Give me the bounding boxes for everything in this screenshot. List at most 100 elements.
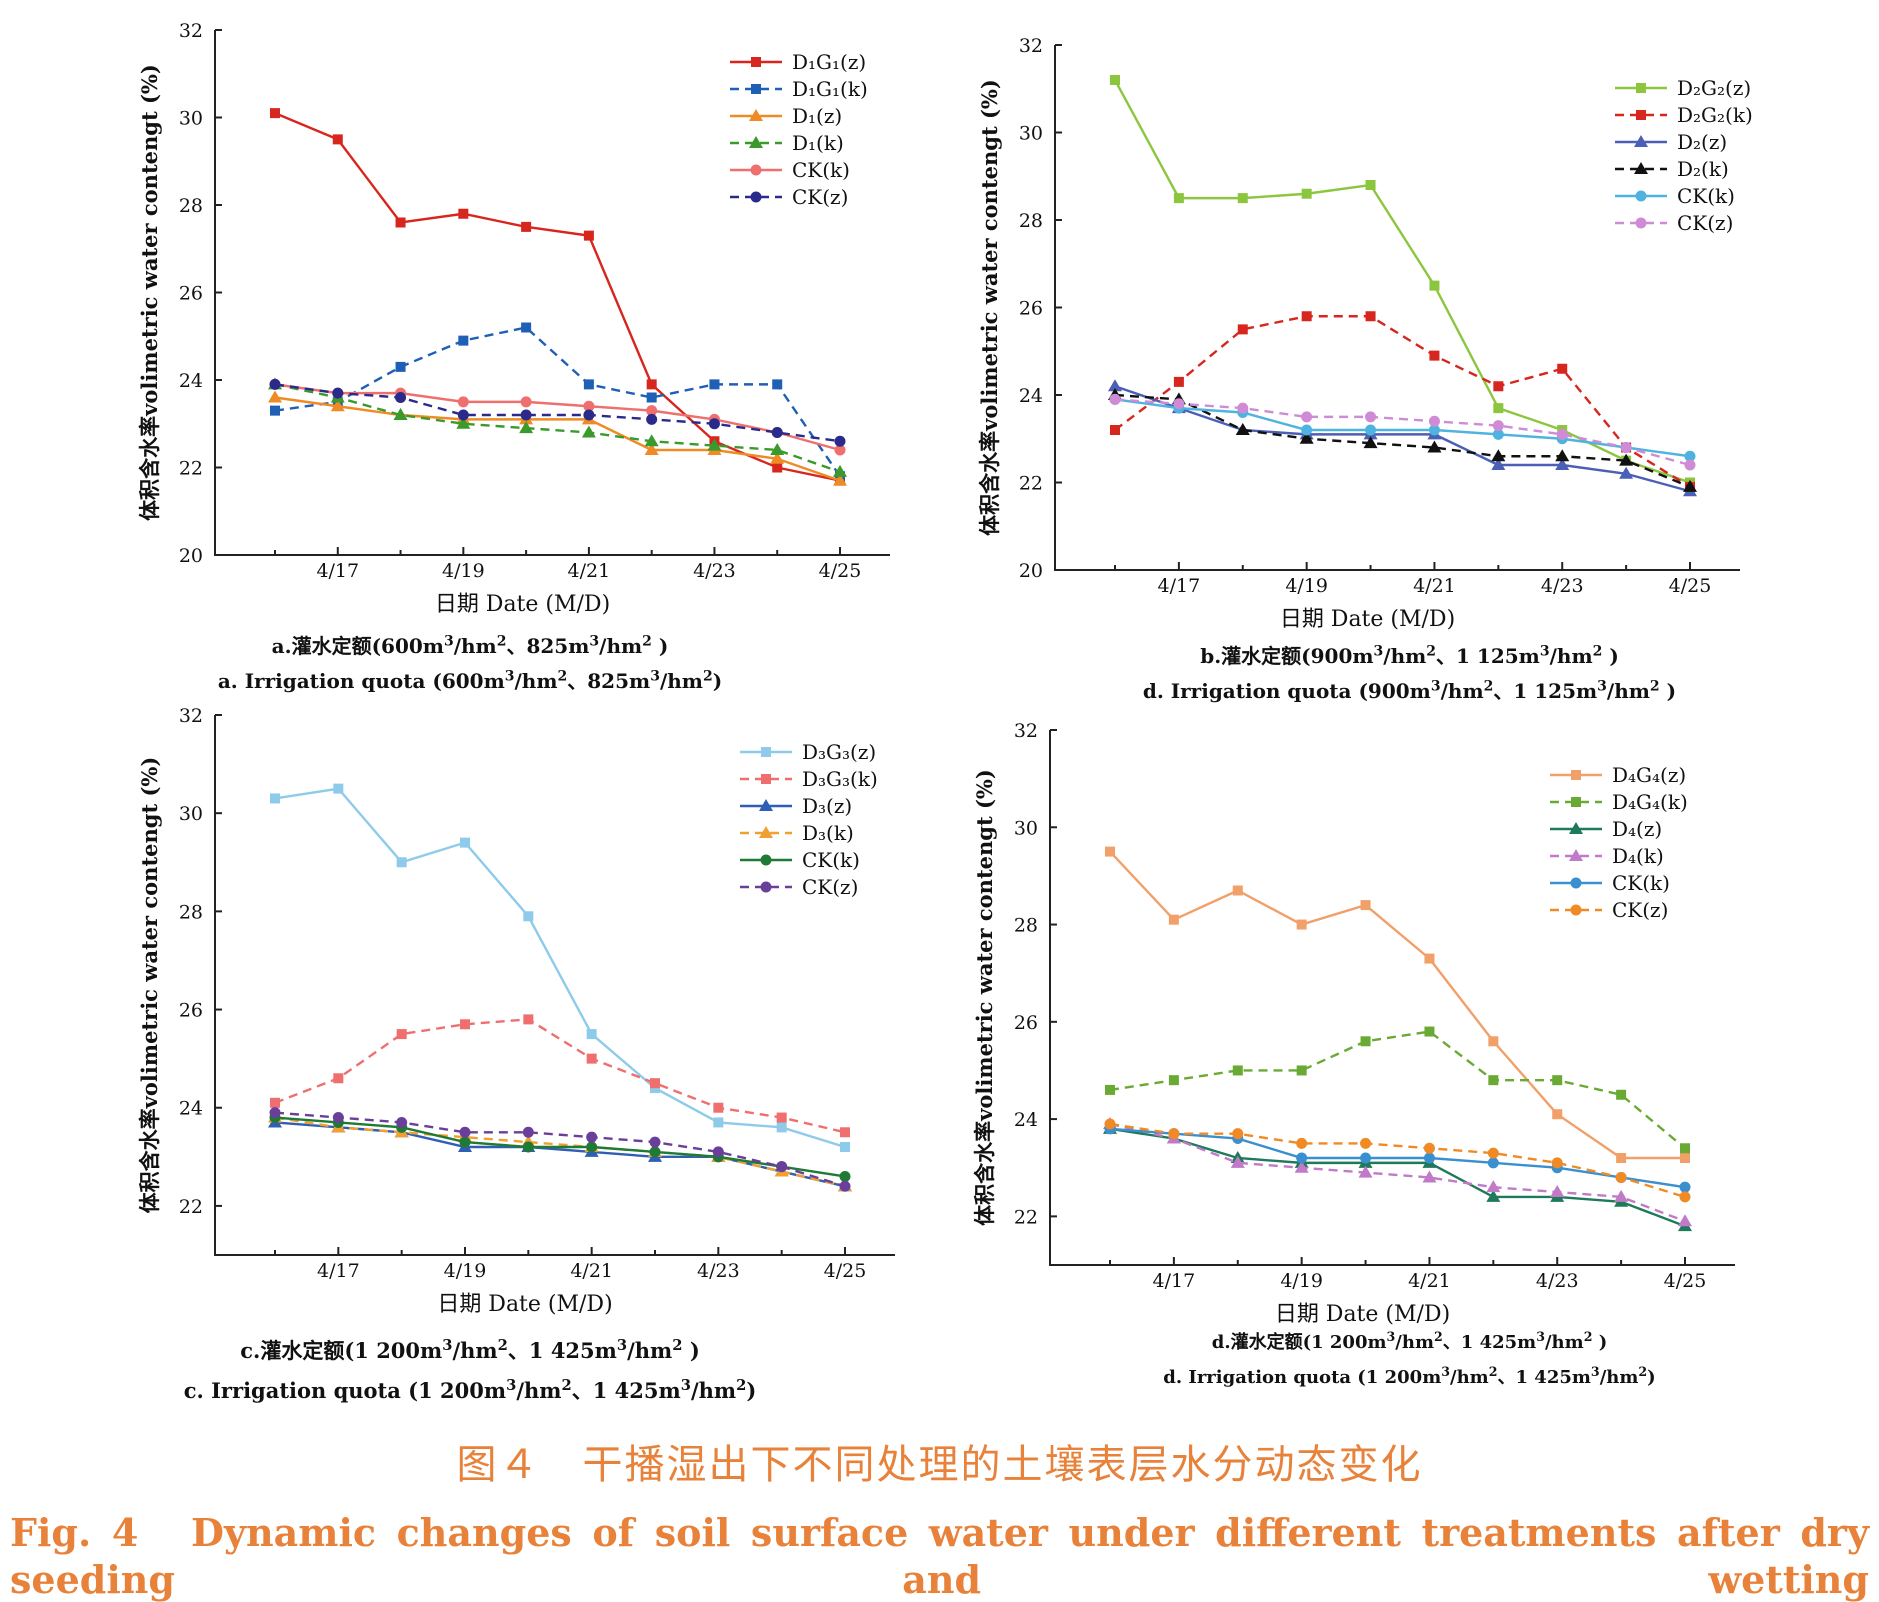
data-point bbox=[1301, 311, 1312, 322]
legend-marker bbox=[749, 136, 763, 148]
legend-label: CK(k) bbox=[792, 158, 850, 182]
data-point bbox=[1424, 953, 1435, 964]
data-point bbox=[523, 1014, 534, 1025]
x-tick-label: 4/25 bbox=[1664, 1270, 1707, 1292]
y-tick-label: 26 bbox=[1014, 1012, 1038, 1034]
data-point bbox=[644, 434, 659, 447]
legend-label: CK(z) bbox=[792, 185, 848, 209]
data-point bbox=[713, 1102, 724, 1113]
x-tick-label: 4/23 bbox=[1541, 575, 1584, 597]
chart-svg: 22 24 26 28 30 32 4/17 4/19 4/21 4/23 4/25 体积含水率vol… bbox=[137, 705, 895, 1317]
y-tick-label: 26 bbox=[179, 283, 203, 305]
data-point bbox=[1296, 1065, 1307, 1076]
data-point bbox=[1299, 431, 1314, 444]
y-tick-label: 32 bbox=[179, 705, 203, 727]
y-tick-label: 24 bbox=[179, 370, 203, 392]
data-point bbox=[1360, 900, 1371, 911]
data-point bbox=[1679, 1181, 1691, 1193]
data-point bbox=[776, 1112, 787, 1123]
axes bbox=[214, 30, 890, 556]
axes bbox=[1049, 730, 1735, 1266]
data-point bbox=[393, 408, 408, 420]
data-point bbox=[395, 361, 406, 372]
data-point bbox=[707, 438, 722, 451]
data-point bbox=[1363, 436, 1378, 449]
legend-label: D₄G₄(k) bbox=[1612, 790, 1688, 814]
chart-svg: 22 24 26 28 30 32 4/17 4/19 4/21 4/23 4/25 体积含水率vol… bbox=[972, 720, 1735, 1327]
data-point bbox=[457, 409, 469, 421]
data-point bbox=[709, 379, 720, 390]
data-point bbox=[644, 443, 659, 455]
data-point bbox=[459, 1136, 471, 1148]
chart-panel-d: 22 24 26 28 30 32 4/17 4/19 4/21 4/23 4/25 体积含水率vol… bbox=[940, 700, 1879, 1420]
y-tick-label: 22 bbox=[179, 458, 203, 480]
series-1 bbox=[1105, 1026, 1690, 1154]
legend-label: D₂(z) bbox=[1677, 130, 1727, 154]
series-5 bbox=[1109, 393, 1696, 471]
legend-entry: D₂(k) bbox=[1615, 157, 1729, 181]
data-point bbox=[646, 392, 657, 403]
series-line bbox=[274, 383, 841, 452]
data-point bbox=[1550, 1185, 1565, 1198]
series-line bbox=[1114, 315, 1691, 488]
panel-caption-chinese: b.灌水定额(900m3/hm2、1 125m3/hm2 ) bbox=[1200, 643, 1619, 668]
legend-marker bbox=[1634, 135, 1648, 147]
x-tick-label: 4/19 bbox=[442, 560, 485, 582]
data-point bbox=[586, 1131, 598, 1143]
data-point bbox=[1619, 453, 1634, 466]
data-point bbox=[586, 1141, 598, 1153]
y-axis-label: 体积含水率volimetric water contengt (%) bbox=[137, 757, 162, 1214]
series-line bbox=[1114, 398, 1691, 458]
chart-svg: 20 22 24 26 28 30 32 4/17 4/19 4/21 4/23 4/25 体积含水率v… bbox=[137, 20, 890, 617]
data-point bbox=[1173, 398, 1185, 410]
y-axis-label: 体积含水率volimetric water contengt (%) bbox=[137, 64, 162, 521]
legend-label: D₂G₂(z) bbox=[1677, 76, 1751, 100]
data-point bbox=[771, 427, 783, 438]
data-point bbox=[1616, 1089, 1627, 1100]
data-point bbox=[1301, 424, 1313, 436]
data-point bbox=[332, 134, 343, 145]
data-point bbox=[772, 462, 783, 473]
data-point bbox=[708, 418, 720, 430]
legend-label: CK(z) bbox=[1677, 211, 1733, 235]
data-point bbox=[646, 405, 658, 417]
data-point bbox=[1428, 415, 1440, 427]
figure-title-english: Fig. 4 Dynamic changes of soil surface w… bbox=[10, 1510, 1869, 1602]
data-point bbox=[646, 379, 657, 390]
series-line bbox=[274, 383, 841, 443]
series-line bbox=[274, 787, 846, 1149]
y-tick-label: 22 bbox=[1019, 473, 1043, 495]
x-axis-label: 日期 Date (M/D) bbox=[437, 1292, 612, 1317]
data-point bbox=[1235, 423, 1250, 435]
legend-label: D₄(z) bbox=[1612, 817, 1662, 841]
panel-caption-english: d. Irrigation quota (1 200m3/hm2、1 425m3… bbox=[1163, 1364, 1656, 1388]
data-point bbox=[1679, 1191, 1691, 1203]
y-tick-label: 30 bbox=[1014, 817, 1038, 839]
data-point bbox=[1555, 449, 1570, 462]
data-point bbox=[460, 1019, 470, 1030]
legend-marker bbox=[1571, 797, 1581, 807]
series-line bbox=[1113, 79, 1691, 484]
data-point bbox=[1422, 1170, 1437, 1183]
axes bbox=[1054, 45, 1740, 571]
legend-entry: CK(k) bbox=[1615, 184, 1735, 208]
y-tick-label: 26 bbox=[1019, 298, 1043, 320]
legend-marker bbox=[750, 191, 762, 203]
y-tick-label: 30 bbox=[1019, 123, 1043, 145]
data-point bbox=[1555, 458, 1570, 470]
data-point bbox=[523, 911, 534, 922]
series-2 bbox=[1108, 379, 1697, 497]
data-point bbox=[840, 1127, 850, 1138]
legend-marker bbox=[761, 747, 771, 757]
data-point bbox=[1620, 442, 1632, 453]
chart-panel-c: 22 24 26 28 30 32 4/17 4/19 4/21 4/23 4/25 体积含水率vol… bbox=[0, 700, 940, 1420]
legend-entry: D₁G₁(z) bbox=[730, 50, 866, 74]
panel-caption-chinese: d.灌水定额(1 200m3/hm2、1 425m3/hm2 ) bbox=[1211, 1329, 1608, 1353]
legend-label: CK(k) bbox=[802, 848, 860, 872]
data-point bbox=[1615, 1171, 1627, 1183]
legend-marker bbox=[751, 57, 761, 67]
legend-label: D₃G₃(k) bbox=[802, 767, 878, 791]
data-point bbox=[583, 230, 594, 241]
y-tick-label: 32 bbox=[1019, 35, 1043, 57]
legend-entry: D₂(z) bbox=[1615, 130, 1727, 154]
